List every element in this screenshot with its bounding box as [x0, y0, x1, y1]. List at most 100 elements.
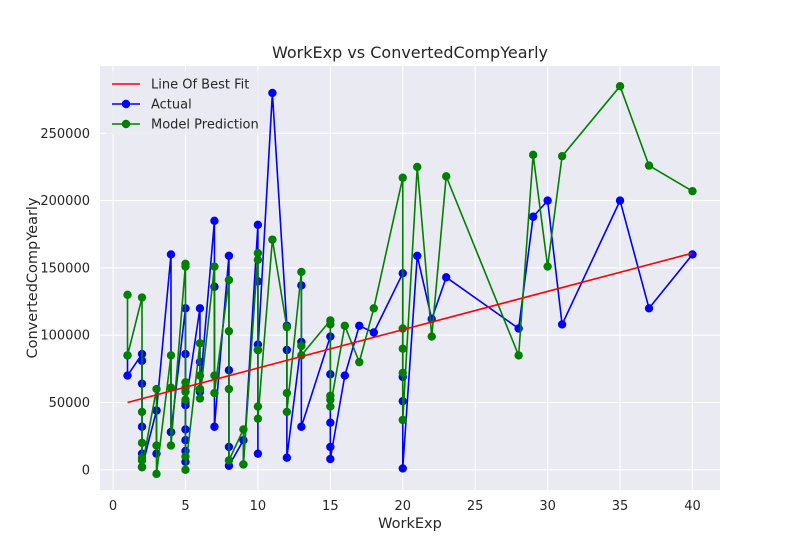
point-model-prediction-0: [123, 290, 132, 300]
point-model-prediction-51: [326, 402, 335, 411]
plot-background: [100, 66, 720, 490]
point-model-prediction-62: [442, 172, 451, 181]
point-model-prediction-2: [137, 293, 147, 302]
x-tick-label-8: 40: [684, 499, 701, 514]
point-actual-65: [557, 320, 567, 329]
point-model-prediction-4: [137, 438, 147, 448]
point-model-prediction-54: [369, 304, 378, 313]
point-actual-54: [369, 328, 378, 337]
point-model-prediction-43: [282, 407, 292, 417]
point-model-prediction-45: [297, 341, 306, 351]
y-axis-label: ConvertedCompYearly: [25, 197, 41, 359]
point-model-prediction-65: [543, 262, 552, 271]
point-model-prediction-11: [166, 351, 176, 360]
x-tick-label-7: 35: [612, 499, 629, 514]
legend-label-line-of-best-fit: Line Of Best Fit: [151, 78, 249, 93]
series-line-of-best-fit: [127, 252, 693, 404]
legend-box: [106, 71, 262, 135]
point-model-prediction-42: [282, 388, 292, 398]
point-model-prediction-39: [253, 414, 263, 423]
point-model-prediction-48: [326, 320, 335, 329]
point-model-prediction-57: [398, 344, 407, 353]
point-actual-43: [282, 453, 292, 462]
point-model-prediction-15: [181, 262, 190, 271]
series-layer: [123, 81, 697, 479]
x-tick-label-0: 0: [109, 499, 117, 514]
point-actual-50: [326, 442, 335, 452]
point-actual-67: [644, 304, 654, 313]
point-actual-35: [253, 220, 263, 230]
point-model-prediction-69: [688, 186, 697, 196]
point-actual-1: [123, 371, 132, 380]
point-actual-26: [210, 216, 219, 225]
point-actual-64: [543, 196, 552, 205]
y-tick-label-5: 250000: [40, 127, 90, 142]
point-model-prediction-37: [253, 345, 263, 355]
x-tick-label-4: 20: [394, 499, 411, 514]
point-model-prediction-34: [239, 460, 248, 469]
point-actual-63: [528, 212, 538, 221]
x-tick-label-3: 15: [322, 499, 339, 514]
point-actual-68: [688, 250, 697, 259]
point-model-prediction-67: [615, 81, 625, 91]
point-model-prediction-38: [253, 402, 263, 411]
point-model-prediction-9: [152, 441, 161, 450]
point-actual-66: [615, 196, 625, 205]
x-tick-label-6: 30: [539, 499, 556, 514]
point-actual-59: [413, 251, 422, 260]
point-actual-52: [340, 371, 350, 380]
series-line-model-prediction: [126, 85, 693, 475]
y-tick-label-2: 100000: [40, 329, 90, 344]
point-actual-28: [210, 422, 219, 431]
point-model-prediction-58: [398, 368, 407, 378]
tick-labels: 0 5 10 15 20 25 30 35 40 0 50000 100000 150000 200000…: [40, 127, 700, 514]
point-actual-22: [195, 304, 205, 313]
point-model-prediction-64: [528, 150, 538, 160]
point-model-prediction-28: [210, 388, 219, 398]
x-tick-label-2: 10: [250, 499, 267, 514]
x-axis-label: WorkExp: [378, 516, 442, 532]
point-actual-61: [442, 273, 451, 282]
y-tick-label-4: 200000: [40, 194, 90, 209]
x-tick-label-5: 25: [467, 499, 484, 514]
point-model-prediction-55: [398, 173, 407, 182]
point-actual-58: [398, 464, 407, 473]
point-model-prediction-66: [557, 151, 567, 161]
point-model-prediction-6: [137, 456, 147, 465]
point-model-prediction-25: [195, 394, 205, 403]
chart-title: WorkExp vs ConvertedCompYearly: [272, 43, 548, 62]
point-actual-38: [253, 449, 263, 458]
point-actual-40: [268, 88, 277, 98]
point-model-prediction-68: [644, 161, 654, 170]
point-model-prediction-22: [195, 339, 205, 348]
point-model-prediction-30: [224, 326, 234, 336]
point-model-prediction-41: [282, 322, 292, 332]
point-actual-51: [326, 454, 335, 464]
grid-lines: [100, 66, 720, 490]
point-model-prediction-33: [239, 425, 248, 434]
point-model-prediction-21: [181, 465, 190, 475]
point-model-prediction-29: [224, 275, 234, 285]
y-tick-label-0: 0: [82, 463, 90, 478]
point-model-prediction-31: [224, 384, 234, 394]
point-actual-29: [224, 251, 234, 260]
point-actual-11: [166, 250, 176, 259]
y-tick-label-1: 50000: [49, 396, 90, 411]
point-model-prediction-7: [137, 462, 147, 472]
legend-label-actual: Actual: [151, 98, 192, 113]
y-tick-label-3: 150000: [40, 261, 90, 276]
point-model-prediction-23: [195, 371, 205, 380]
point-model-prediction-35: [253, 248, 263, 258]
legend: Line Of Best Fit Actual Model Prediction: [106, 71, 262, 135]
series-line-line-of-best-fit: [127, 252, 693, 404]
point-model-prediction-60: [413, 162, 422, 172]
point-model-prediction-19: [181, 395, 190, 405]
point-actual-46: [297, 422, 306, 431]
point-model-prediction-36: [253, 255, 263, 265]
x-tick-label-1: 5: [181, 499, 189, 514]
series-model-prediction: [123, 81, 697, 479]
point-model-prediction-13: [166, 441, 176, 450]
legend-label-model-prediction: Model Prediction: [151, 118, 259, 133]
point-model-prediction-61: [427, 332, 436, 341]
